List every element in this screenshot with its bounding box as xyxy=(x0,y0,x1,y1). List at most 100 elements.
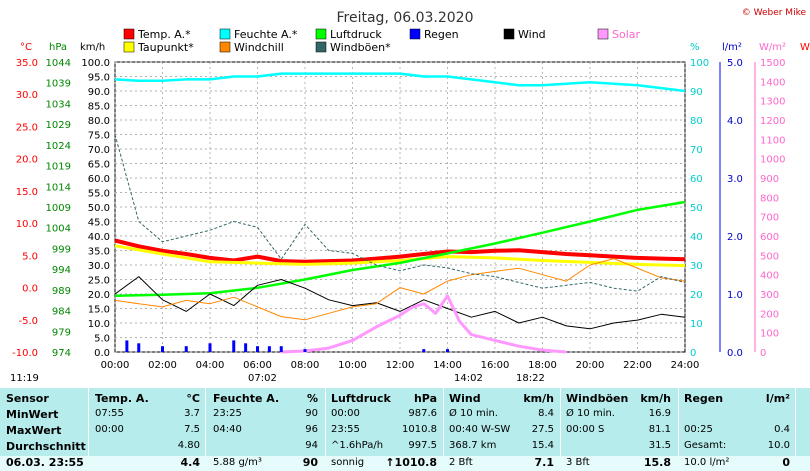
wind-cell-value: 15.4 xyxy=(531,440,554,451)
solar-tick-label: 1200 xyxy=(760,116,785,127)
x-tick-label: 12:00 xyxy=(386,360,415,371)
gust-cell-label: 00:00 S xyxy=(566,424,605,435)
rain-bar xyxy=(422,349,426,352)
x-tick-label: 08:00 xyxy=(291,360,320,371)
sunrise-label: 07:02 xyxy=(248,373,277,384)
legend-label: Solar xyxy=(612,28,641,41)
hum-cell-value: 90 xyxy=(305,408,318,419)
col-divider xyxy=(443,388,444,471)
solar-tick-label: 400 xyxy=(760,271,779,282)
kmh-tick-label: 60.0 xyxy=(88,174,110,185)
hpa-tick-label: 1009 xyxy=(46,203,71,214)
x-tick-label: 20:00 xyxy=(576,360,605,371)
gust-cell-value: 16.9 xyxy=(648,408,671,419)
x-tick-label: 14:00 xyxy=(433,360,462,371)
hpa-tick-label: 1019 xyxy=(46,162,71,173)
temp-cell-value: 4.80 xyxy=(177,440,200,451)
wind-cell-label: 368.7 km xyxy=(449,440,497,451)
series-line-luftdruck xyxy=(114,200,686,297)
gust-cell-value: 15.8 xyxy=(643,456,671,469)
legend-label: Windchill xyxy=(234,41,284,54)
axis-units: °C hPa km/h % l/m² W/m² W xyxy=(20,42,810,53)
x-tick-label: 10:00 xyxy=(338,360,367,371)
pct-tick-label: 60 xyxy=(690,174,703,185)
press-cell-label: 23:55 xyxy=(331,424,360,435)
rain-bar xyxy=(232,340,236,352)
unit-kmh: km/h xyxy=(80,42,105,53)
temp-tick-label: -10.0 xyxy=(12,348,38,359)
hpa-tick-label: 1029 xyxy=(46,120,71,131)
pct-tick-label: 50 xyxy=(690,203,703,214)
temp-tick-label: 35.0 xyxy=(16,58,38,69)
legend: Temp. A.* Feuchte A.* Luftdruck Regen Wind So… xyxy=(123,28,641,54)
hpa-tick-label: 979 xyxy=(52,327,71,338)
wind-cell-value: 8.4 xyxy=(538,408,554,419)
gust-cell-label: Ø 10 min. xyxy=(566,408,615,419)
rain-tick-label: 0.0 xyxy=(727,348,743,359)
hpa-tick-label: 1004 xyxy=(46,224,71,235)
rain-cell-value: 10.0 xyxy=(767,440,790,451)
temp-tick-label: 20.0 xyxy=(16,155,38,166)
col-divider xyxy=(88,388,89,471)
rain-tick-label: 2.0 xyxy=(727,232,743,243)
wind-cell-label: 00:40 W-SW xyxy=(449,424,511,435)
unit-temp: °C xyxy=(20,42,32,53)
series-line-wind xyxy=(114,276,686,330)
temp-tick-label: -5.0 xyxy=(18,316,38,327)
solar-tick-label: 1300 xyxy=(760,97,785,108)
solar-tick-label: 0 xyxy=(760,348,766,359)
hpa-tick-label: 994 xyxy=(52,265,71,276)
pct-tick-label: 40 xyxy=(690,232,703,243)
unit-solar: W/m² xyxy=(759,42,786,53)
solar-tick-label: 700 xyxy=(760,213,779,224)
press-cell-label: sonnig xyxy=(331,457,365,468)
unit-hpa: hPa xyxy=(49,42,67,53)
pct-tick-label: 0 xyxy=(690,348,696,359)
kmh-tick-label: 70.0 xyxy=(88,145,110,156)
unit-pct: % xyxy=(690,42,700,53)
pct-tick-label: 30 xyxy=(690,261,703,272)
kmh-tick-label: 100.0 xyxy=(81,58,110,69)
rain-bar xyxy=(279,346,283,352)
rain-tick-label: 3.0 xyxy=(727,174,743,185)
temp-tick-label: 0.0 xyxy=(22,284,38,295)
legend-swatch xyxy=(219,28,231,40)
rain-bar xyxy=(125,340,129,352)
hpa-tick-label: 1044 xyxy=(46,58,71,69)
unit-extra: W xyxy=(800,42,810,53)
hpa-tick-label: 1034 xyxy=(46,99,71,110)
hpa-tick-label: 999 xyxy=(52,244,71,255)
header-wind-unit: km/h xyxy=(523,392,554,405)
row-label: MinWert xyxy=(6,408,59,421)
header-press-unit: hPa xyxy=(413,392,437,405)
hum-cell-label: 5.88 g/m³ xyxy=(213,457,262,468)
hum-cell-value: 90 xyxy=(302,456,318,469)
copyright-label: © Weber Mike xyxy=(742,8,807,18)
x-tick-label: 04:00 xyxy=(196,360,225,371)
pct-tick-label: 70 xyxy=(690,145,703,156)
solar-tick-label: 300 xyxy=(760,290,779,301)
legend-label: Temp. A.* xyxy=(137,28,191,41)
x-tick-label: 24:00 xyxy=(671,360,700,371)
temp-tick-label: 5.0 xyxy=(22,251,38,262)
solar-tick-label: 600 xyxy=(760,232,779,243)
solar-tick-label: 100 xyxy=(760,329,779,340)
solar-tick-label: 1100 xyxy=(760,135,785,146)
kmh-tick-label: 10.0 xyxy=(88,319,110,330)
header-rain: Regen xyxy=(684,392,724,405)
kmh-tick-label: 50.0 xyxy=(88,203,110,214)
x-tick-label: 02:00 xyxy=(148,360,177,371)
kmh-tick-label: 45.0 xyxy=(88,218,110,229)
legend-swatch xyxy=(315,41,327,53)
legend-swatch xyxy=(409,28,421,40)
hum-cell-label: 23:25 xyxy=(213,408,242,419)
wind-cell-label: Ø 10 min. xyxy=(449,408,498,419)
col-divider xyxy=(678,388,679,471)
row-label: MaxWert xyxy=(6,424,62,437)
solar-tick-label: 200 xyxy=(760,309,779,320)
legend-label: Luftdruck xyxy=(330,28,382,41)
pct-tick-label: 90 xyxy=(690,87,703,98)
press-cell-value: 1010.8 xyxy=(402,424,437,435)
solar-tick-label: 1500 xyxy=(760,58,785,69)
temp-cell-value: 7.5 xyxy=(184,424,200,435)
